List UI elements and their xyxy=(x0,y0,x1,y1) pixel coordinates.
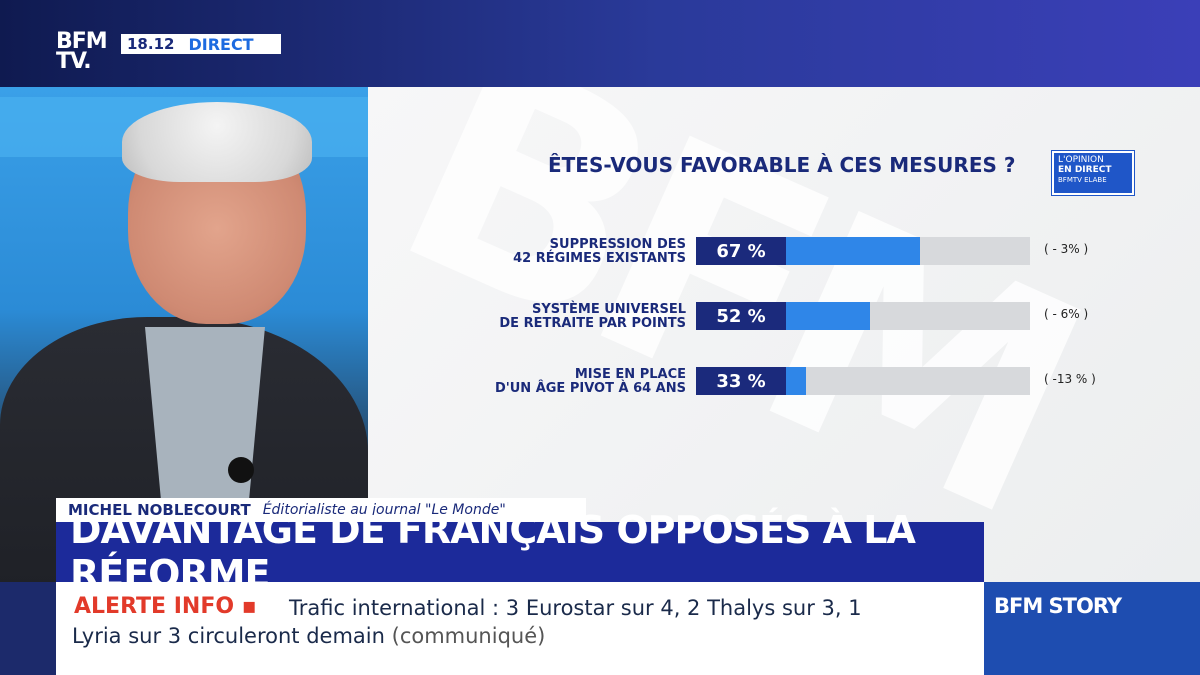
alert-label: ALERTE INFO ▪ xyxy=(74,594,257,619)
live-label: DIRECT xyxy=(188,34,254,54)
poll-row-label: MISE EN PLACE D'UN ÂGE PIVOT À 64 ANS xyxy=(494,367,686,396)
poll-row-label: SYSTÈME UNIVERSEL DE RETRAITE PAR POINTS xyxy=(499,302,686,331)
program-label: BFM STORY xyxy=(994,594,1122,618)
poll-row-label: SUPPRESSION DES 42 RÉGIMES EXISTANTS xyxy=(513,237,686,266)
guest-role: Éditorialiste au journal "Le Monde" xyxy=(262,502,506,518)
presenter-hair xyxy=(122,102,312,182)
clock-time: 18.12 xyxy=(127,35,175,53)
poll-percent: 33 % xyxy=(696,367,786,395)
ticker-source: (communiqué) xyxy=(391,624,546,648)
ticker-text-line1: Trafic international : 3 Eurostar sur 4,… xyxy=(289,596,862,620)
top-bar: BFM TV. 18.12 DIRECT xyxy=(0,0,1200,87)
bfmtv-logo: BFM TV. xyxy=(56,29,108,74)
opinion-badge: L'OPINION EN DIRECT BFMTV ELABE xyxy=(1052,151,1134,195)
poll-bar-track: 52 % xyxy=(696,302,1030,330)
poll-delta: ( -13 % ) xyxy=(1044,372,1096,386)
poll-row: MISE EN PLACE D'UN ÂGE PIVOT À 64 ANS 33… xyxy=(368,365,1200,399)
badge-line3: BFMTV ELABE xyxy=(1058,176,1107,184)
microphone-icon xyxy=(228,457,254,483)
poll-bar-track: 33 % xyxy=(696,367,1030,395)
presenter-video xyxy=(0,87,368,582)
headline-banner: DAVANTAGE DE FRANÇAIS OPPOSÉS À LA RÉFOR… xyxy=(56,508,984,596)
badge-line1: L'OPINION xyxy=(1058,155,1104,165)
poll-delta: ( - 3% ) xyxy=(1044,242,1089,256)
time-live-box: 18.12 DIRECT xyxy=(121,34,281,54)
ticker-text-line2-main: Lyria sur 3 circuleront demain xyxy=(72,624,385,648)
poll-bar-track: 67 % xyxy=(696,237,1030,265)
poll-percent: 52 % xyxy=(696,302,786,330)
poll-delta: ( - 6% ) xyxy=(1044,307,1089,321)
program-label-box: BFM STORY xyxy=(984,582,1200,675)
badge-line2: EN DIRECT xyxy=(1058,165,1112,175)
poll-row: SYSTÈME UNIVERSEL DE RETRAITE PAR POINTS… xyxy=(368,300,1200,334)
poll-percent: 67 % xyxy=(696,237,786,265)
lower-third: MICHEL NOBLECOURT Éditorialiste au journ… xyxy=(56,498,586,522)
poll-row: SUPPRESSION DES 42 RÉGIMES EXISTANTS 67 … xyxy=(368,235,1200,269)
guest-name: MICHEL NOBLECOURT xyxy=(68,501,251,519)
poll-question: ÊTES-VOUS FAVORABLE À CES MESURES ? xyxy=(548,153,1016,177)
news-ticker: ALERTE INFO ▪ Trafic international : 3 E… xyxy=(56,582,984,675)
ticker-text-line2: Lyria sur 3 circuleront demain (communiq… xyxy=(72,622,972,650)
